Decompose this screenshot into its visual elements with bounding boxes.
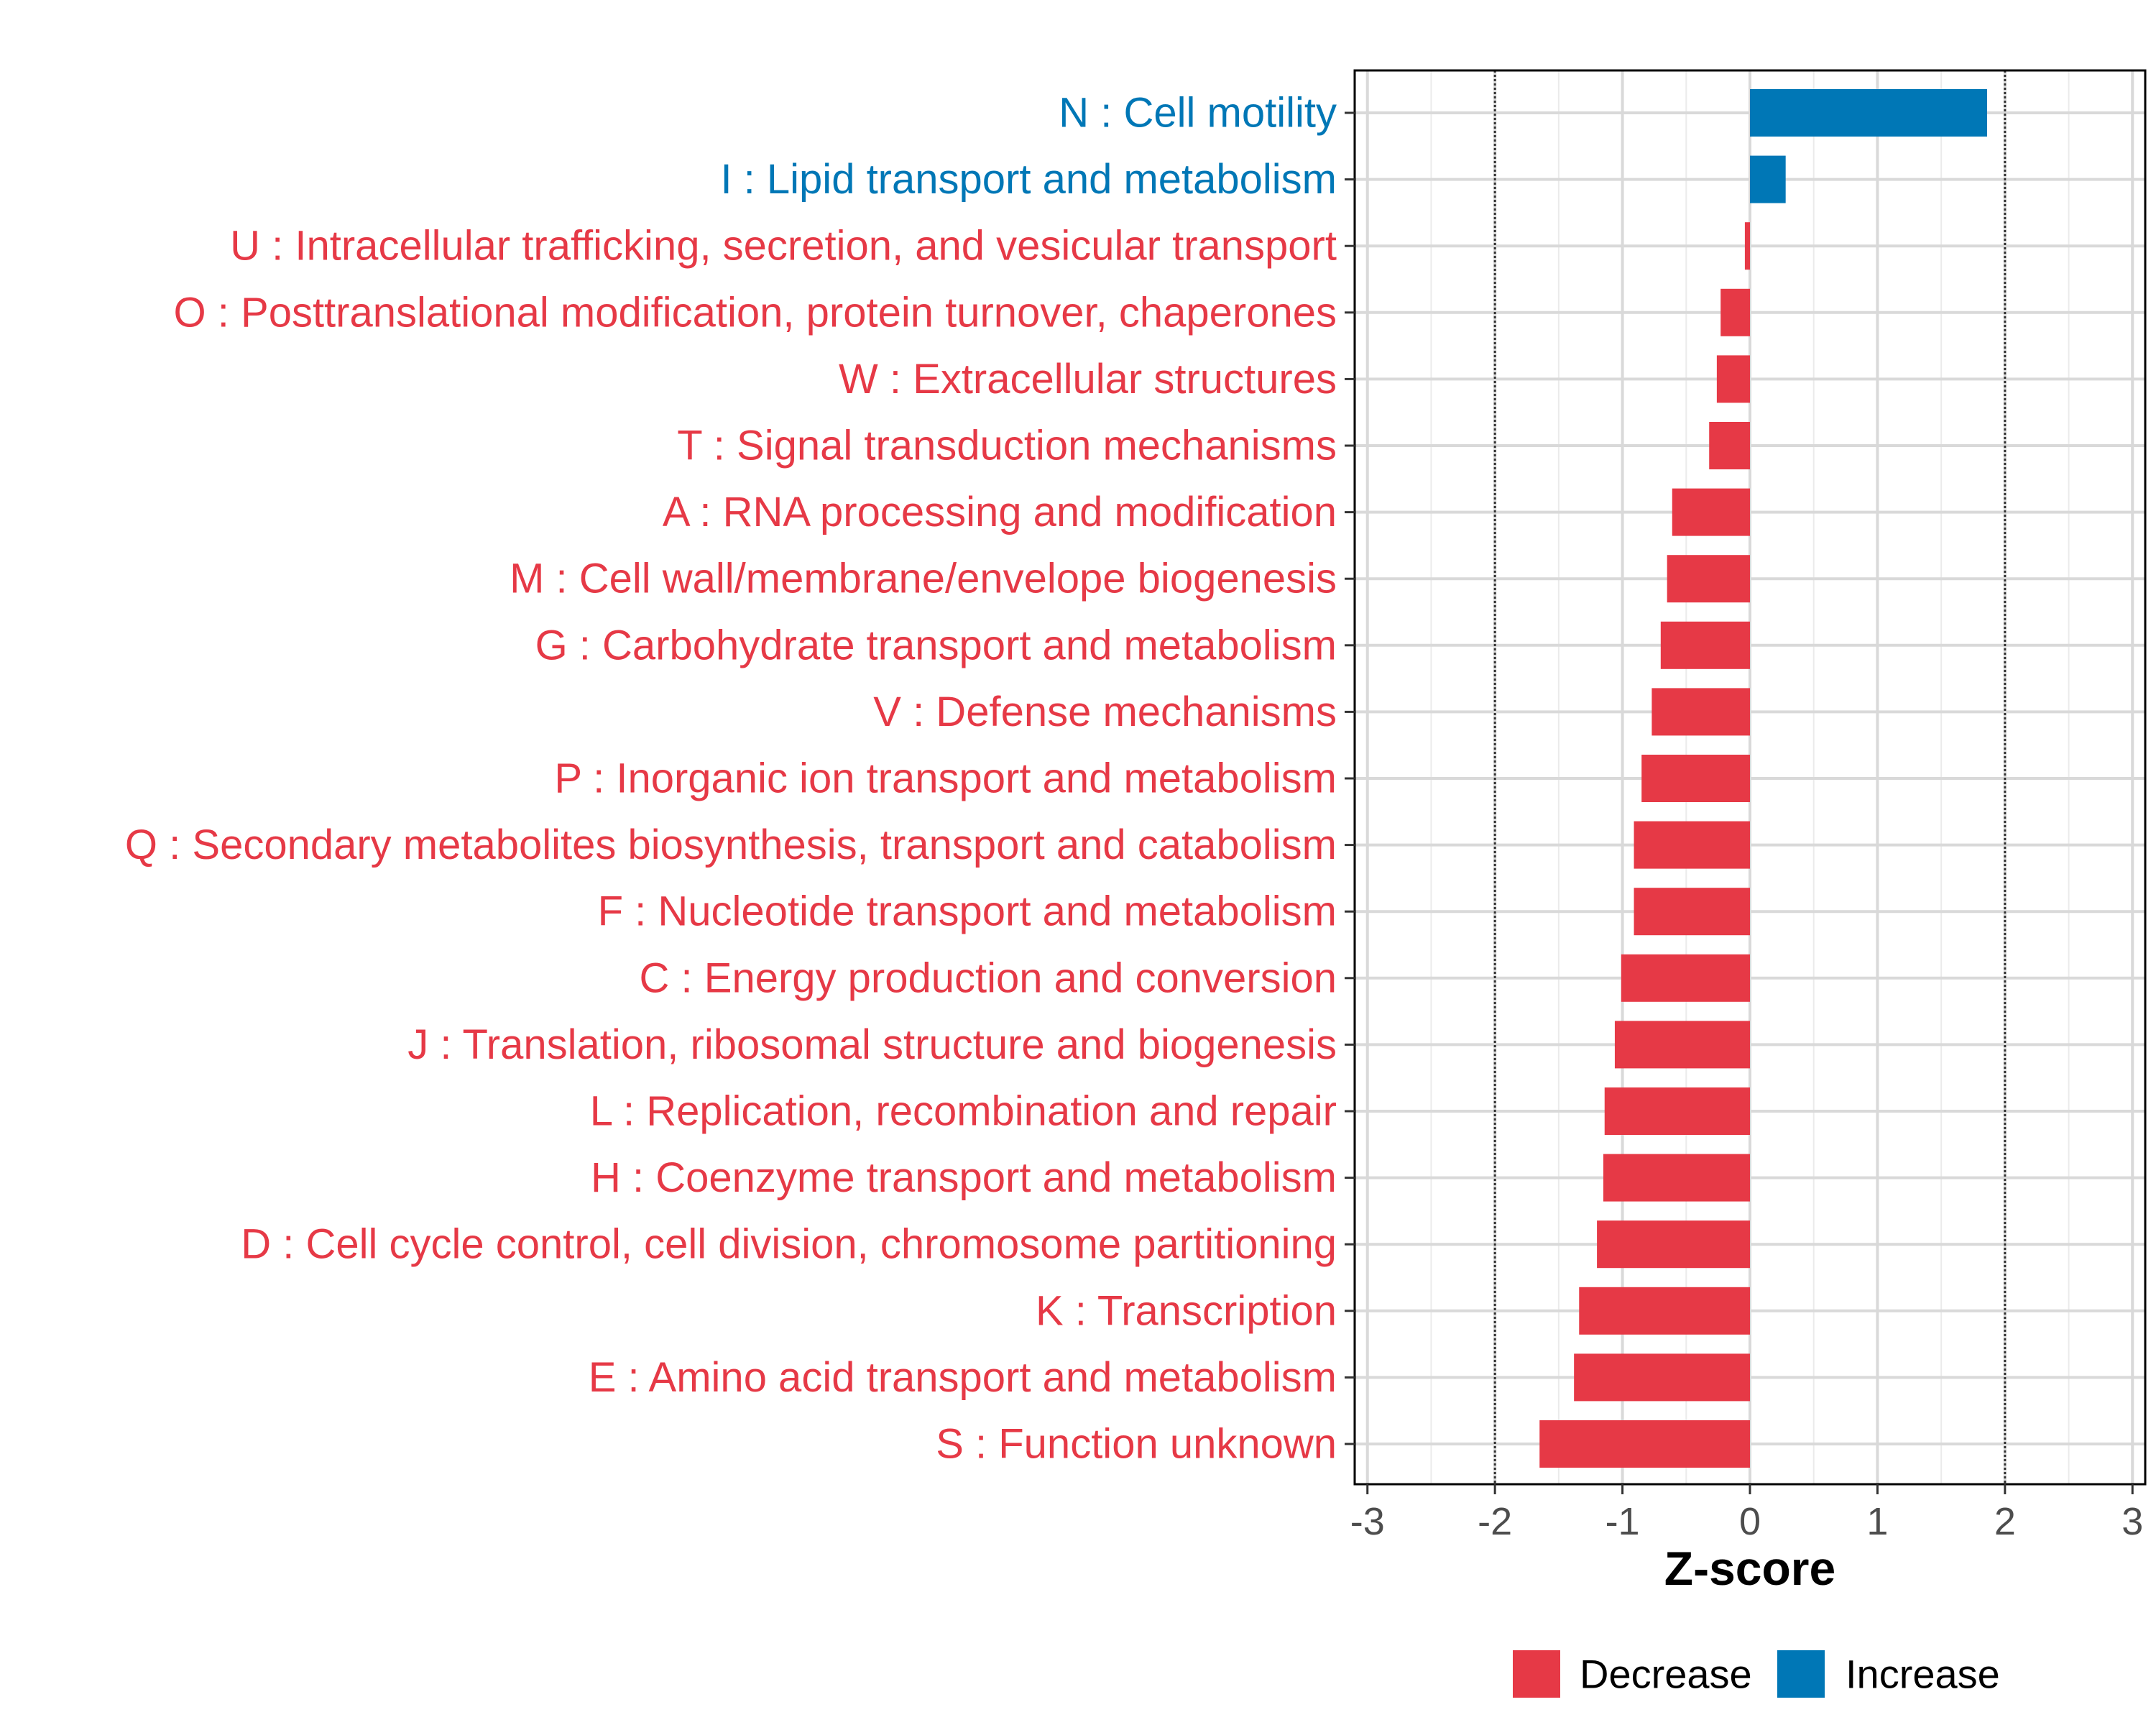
bar [1750, 89, 1987, 137]
x-tick-label: -1 [1606, 1500, 1640, 1543]
bar [1660, 621, 1750, 669]
legend-label: Increase [1846, 1652, 2000, 1697]
bar [1604, 1087, 1750, 1135]
bar [1709, 422, 1750, 469]
bar [1641, 755, 1750, 802]
category-label: J : Translation, ribosomal structure and… [407, 1021, 1337, 1068]
x-tick-label: 0 [1739, 1500, 1761, 1543]
legend-key [1513, 1650, 1560, 1698]
bar [1579, 1287, 1750, 1335]
x-tick-label: 3 [2122, 1500, 2143, 1543]
bar [1720, 288, 1750, 336]
x-tick-label: -2 [1478, 1500, 1512, 1543]
category-label: H : Coenzyme transport and metabolism [591, 1154, 1337, 1201]
bars [1539, 89, 1987, 1468]
bar [1750, 155, 1786, 203]
category-label: A : RNA processing and modification [663, 489, 1337, 535]
category-label: W : Extracellular structures [839, 356, 1337, 402]
x-axis-title: Z-score [1664, 1542, 1835, 1595]
y-axis-ticks [1345, 111, 1355, 1445]
bar [1634, 888, 1750, 936]
bar [1651, 688, 1750, 736]
category-label: L : Replication, recombination and repai… [590, 1088, 1337, 1135]
category-label: M : Cell wall/membrane/envelope biogenes… [510, 556, 1337, 602]
category-label: F : Nucleotide transport and metabolism [598, 888, 1337, 935]
x-tick-label: 1 [1866, 1500, 1888, 1543]
bar [1716, 355, 1750, 403]
legend-key [1777, 1650, 1825, 1698]
bar [1634, 821, 1750, 869]
category-label: U : Intracellular trafficking, secretion… [230, 223, 1337, 270]
category-label: G : Carbohydrate transport and metabolis… [535, 622, 1337, 668]
bar [1574, 1353, 1750, 1402]
x-tick-label: -3 [1350, 1500, 1385, 1543]
bar [1621, 954, 1750, 1002]
bar [1597, 1220, 1750, 1269]
category-label: O : Posttranslational modification, prot… [174, 289, 1337, 336]
legend-label: Decrease [1580, 1652, 1752, 1697]
category-label: N : Cell motility [1059, 90, 1337, 137]
category-label: T : Signal transduction mechanisms [677, 423, 1337, 469]
category-label: S : Function unknown [936, 1421, 1337, 1468]
category-label: Q : Secondary metabolites biosynthesis, … [125, 822, 1337, 868]
bar [1603, 1154, 1750, 1202]
category-label: I : Lipid transport and metabolism [720, 156, 1337, 203]
category-label: D : Cell cycle control, cell division, c… [241, 1221, 1337, 1268]
bar [1744, 222, 1750, 270]
bar [1672, 488, 1750, 536]
bar [1667, 555, 1750, 603]
x-axis-ticks: -3 -2 -1 0 1 2 3 [1350, 1484, 2143, 1543]
legend: Decrease Increase [1513, 1650, 2000, 1698]
x-tick-label: 2 [1994, 1500, 2016, 1543]
category-label: K : Transcription [1036, 1287, 1337, 1334]
bar [1614, 1021, 1750, 1069]
category-labels: N : Cell motility I : Lipid transport and… [125, 90, 1337, 1468]
bar [1539, 1420, 1750, 1468]
category-label: E : Amino acid transport and metabolism [589, 1354, 1337, 1401]
category-label: V : Defense mechanisms [873, 689, 1337, 735]
reference-lines [1493, 70, 2007, 1484]
category-label: C : Energy production and conversion [640, 954, 1337, 1001]
category-label: P : Inorganic ion transport and metaboli… [554, 755, 1337, 802]
